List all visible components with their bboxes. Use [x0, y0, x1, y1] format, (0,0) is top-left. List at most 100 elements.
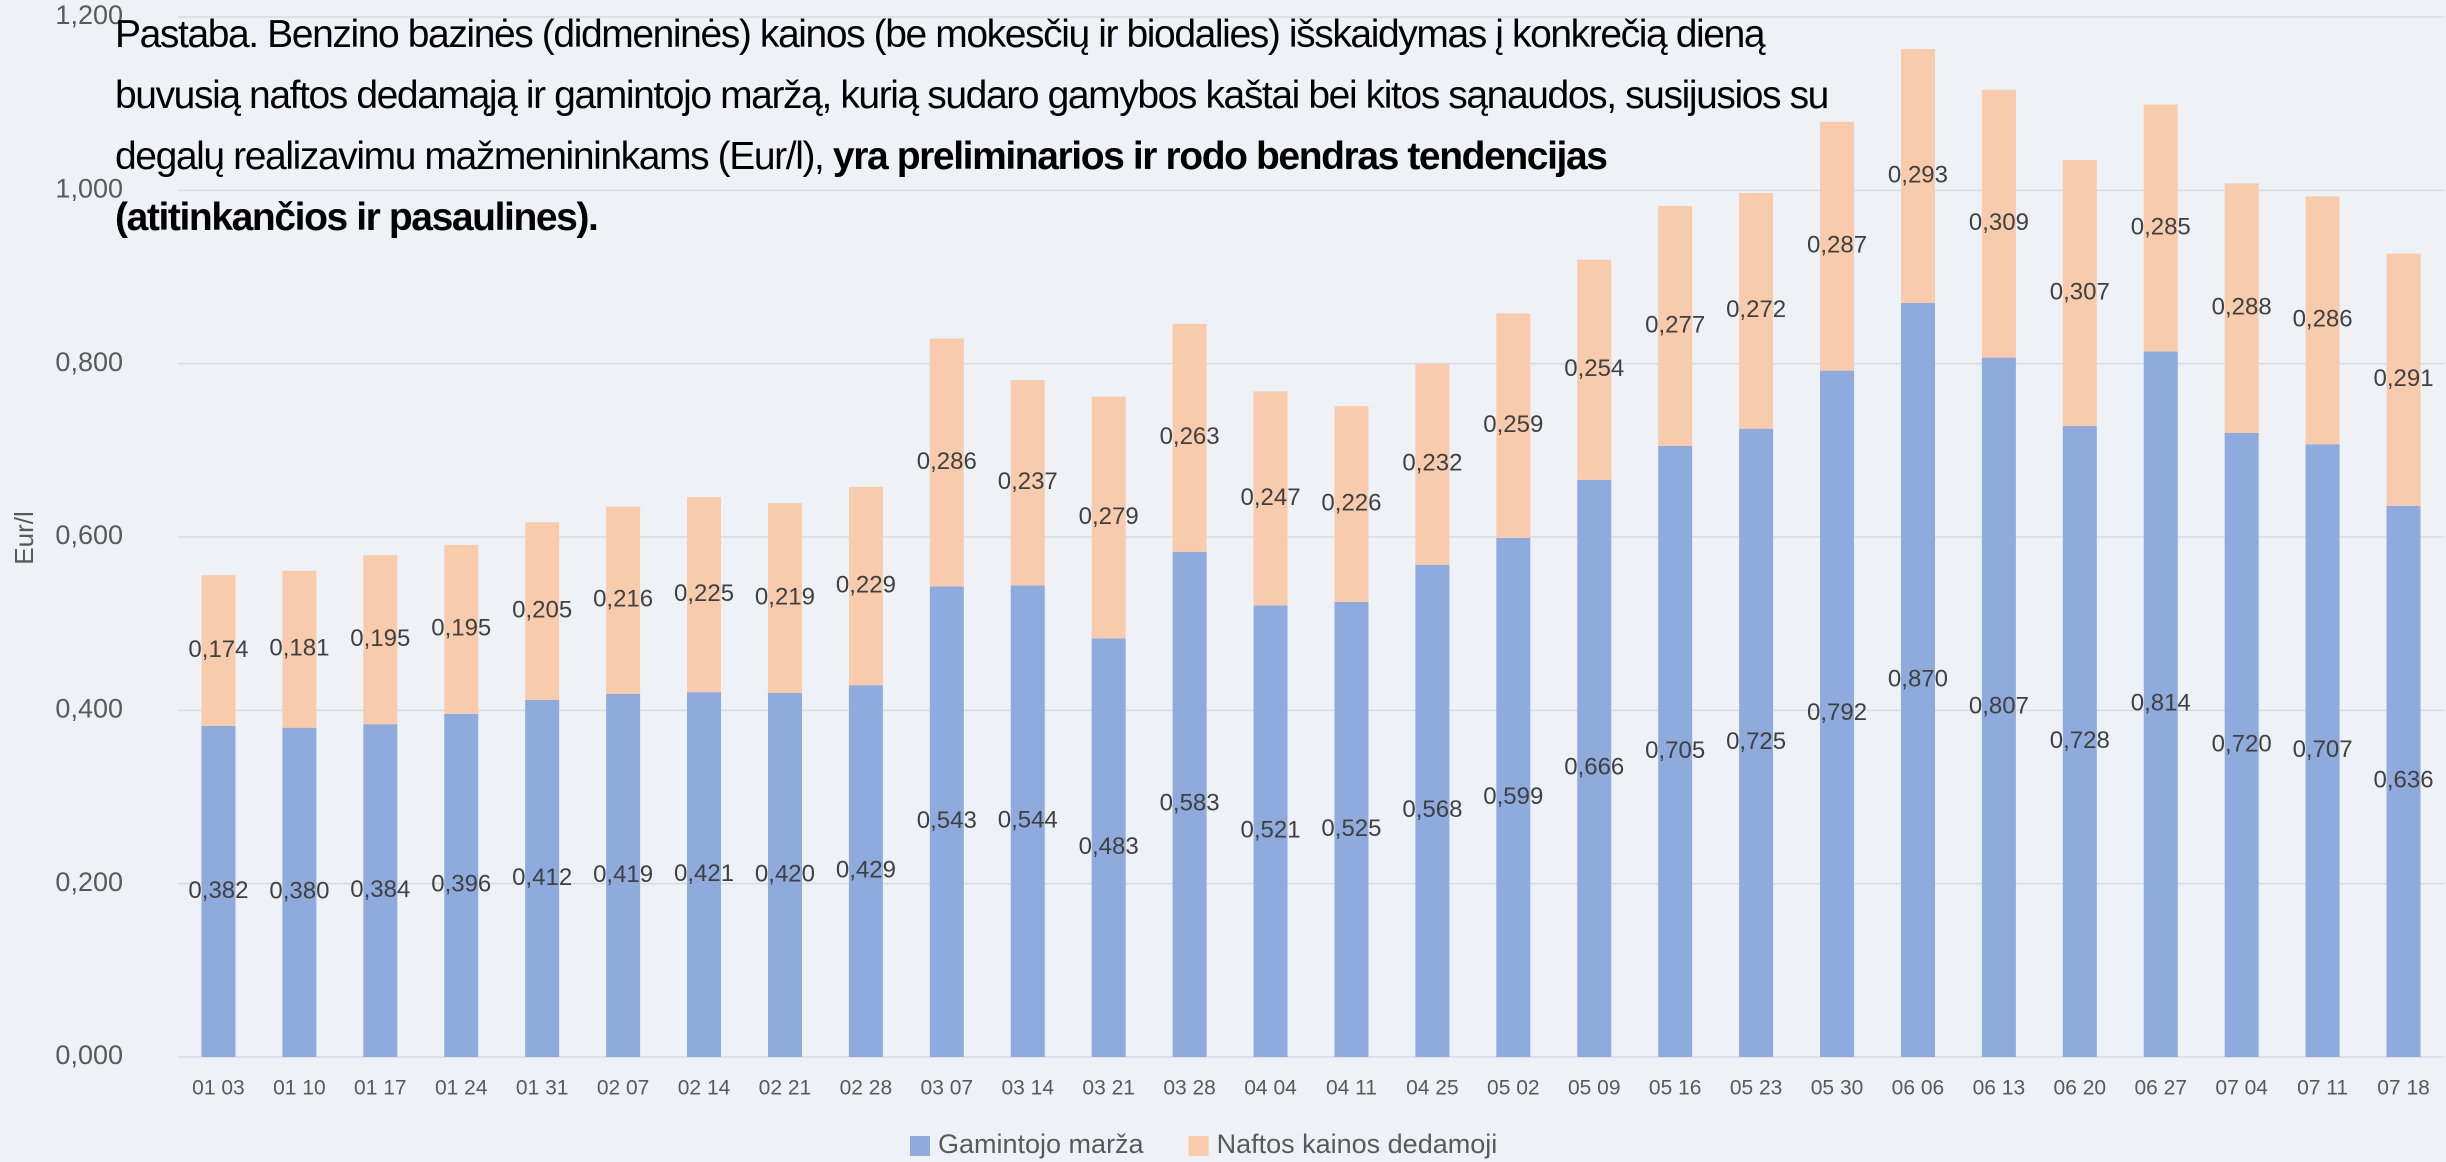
x-tick-label: 07 04	[2215, 1077, 2268, 1100]
y-tick-label: 0,000	[55, 1040, 123, 1070]
legend-swatch	[1188, 1136, 1209, 1156]
data-label: 0,285	[2131, 213, 2191, 240]
data-label: 0,707	[2293, 736, 2353, 763]
data-label: 0,544	[998, 807, 1058, 834]
data-label: 0,195	[431, 615, 491, 642]
x-tick-label: 01 24	[435, 1077, 488, 1100]
bar-segment	[282, 570, 317, 728]
bar-segment	[1010, 585, 1045, 1057]
bar-segment	[201, 575, 236, 726]
bar-segment	[1577, 259, 1612, 480]
x-tick-label: 06 06	[1892, 1077, 1945, 1100]
bar-segment	[1172, 551, 1207, 1057]
bar-segment	[929, 338, 964, 587]
bar-segment	[1010, 380, 1045, 586]
bar-segment	[1334, 406, 1369, 602]
bar-segment	[1900, 49, 1935, 303]
data-label: 0,293	[1888, 161, 1948, 188]
data-label: 0,232	[1402, 450, 1462, 477]
bar-segment	[1981, 357, 2016, 1058]
data-label: 0,728	[2050, 727, 2110, 754]
bar-segment	[2143, 104, 2178, 352]
data-label: 0,259	[1483, 411, 1543, 438]
bar-segment	[1172, 323, 1207, 552]
note-bold: yra preliminarios ir rodo bendras tenden…	[115, 135, 1608, 239]
bar-segment	[929, 586, 964, 1057]
y-tick-label: 0,800	[55, 347, 123, 377]
bar-segment	[606, 693, 641, 1057]
note: Pastaba. Benzino bazinės (didmeninės) ka…	[115, 4, 1835, 248]
x-tick-label: 02 07	[597, 1077, 650, 1100]
x-tick-label: 07 11	[2297, 1077, 2348, 1100]
y-axis-label: Eur/l	[9, 511, 39, 564]
data-label: 0,226	[1321, 489, 1381, 516]
bar-segment	[2143, 351, 2178, 1057]
y-tick-label: 1,000	[55, 173, 123, 203]
bar-segment	[687, 692, 722, 1057]
x-tick-label: 04 25	[1406, 1077, 1459, 1100]
bar-segment	[444, 544, 479, 714]
x-tick-label: 01 17	[354, 1077, 407, 1100]
bar-segment	[1577, 479, 1612, 1057]
bar-segment	[2386, 253, 2421, 506]
data-label: 0,720	[2212, 730, 2272, 757]
data-label: 0,412	[512, 864, 572, 891]
x-tick-label: 04 11	[1326, 1077, 1377, 1100]
data-label: 0,421	[674, 860, 734, 887]
bar-segment	[2224, 433, 2259, 1057]
data-label: 0,287	[1807, 232, 1867, 259]
data-label: 0,419	[593, 861, 653, 888]
data-label: 0,216	[593, 586, 653, 613]
x-tick-label: 06 13	[1973, 1077, 2026, 1100]
x-tick-label: 05 16	[1649, 1077, 1702, 1100]
data-label: 0,380	[269, 878, 329, 905]
data-label: 0,396	[431, 871, 491, 898]
x-tick-label: 05 23	[1730, 1077, 1783, 1100]
bar-segment	[1658, 205, 1693, 446]
bar-segment	[1739, 192, 1774, 429]
y-tick-label: 1,200	[55, 0, 123, 30]
x-tick-label: 02 28	[840, 1077, 893, 1100]
data-label: 0,229	[836, 571, 896, 598]
data-label: 0,420	[755, 860, 815, 887]
data-label: 0,219	[755, 583, 815, 610]
bar-segment	[363, 555, 398, 725]
data-label: 0,583	[1160, 790, 1220, 817]
data-label: 0,429	[836, 856, 896, 883]
bar-segment	[1415, 363, 1450, 565]
bar-segment	[201, 725, 236, 1057]
bar-segment	[1900, 303, 1935, 1057]
legend-label: Gamintojo marža	[938, 1129, 1145, 1159]
x-tick-label: 04 04	[1244, 1077, 1297, 1100]
data-label: 0,543	[917, 807, 977, 834]
x-tick-label: 03 14	[1001, 1077, 1054, 1100]
bar-segment	[848, 486, 883, 686]
bar-segment	[363, 724, 398, 1057]
note-text: Pastaba. Benzino bazinės (didmeninės) ka…	[115, 13, 1829, 178]
data-label: 0,286	[917, 448, 977, 475]
data-label: 0,195	[350, 625, 410, 652]
x-tick-label: 06 27	[2134, 1077, 2187, 1100]
x-tick-label: 07 18	[2377, 1077, 2430, 1100]
data-label: 0,279	[1079, 503, 1139, 530]
bar-segment	[1496, 313, 1531, 538]
data-label: 0,288	[2212, 294, 2272, 321]
bar-segment	[444, 713, 479, 1057]
data-label: 0,237	[998, 468, 1058, 495]
bar-segment	[1334, 602, 1369, 1057]
bar-segment	[767, 693, 802, 1057]
legend-swatch	[910, 1136, 930, 1156]
bar-segment	[687, 497, 722, 693]
y-tick-label: 0,200	[55, 867, 123, 897]
data-label: 0,382	[188, 877, 248, 904]
bar-segment	[1820, 370, 1855, 1058]
bar-segment	[525, 522, 560, 700]
bar-segment	[1253, 391, 1288, 606]
bar-segment	[2305, 196, 2340, 445]
bar-segment	[606, 506, 641, 694]
bar-segment	[2062, 426, 2097, 1058]
bar-segment	[2305, 444, 2340, 1057]
bar-segment	[525, 699, 560, 1057]
data-label: 0,291	[2374, 365, 2434, 392]
